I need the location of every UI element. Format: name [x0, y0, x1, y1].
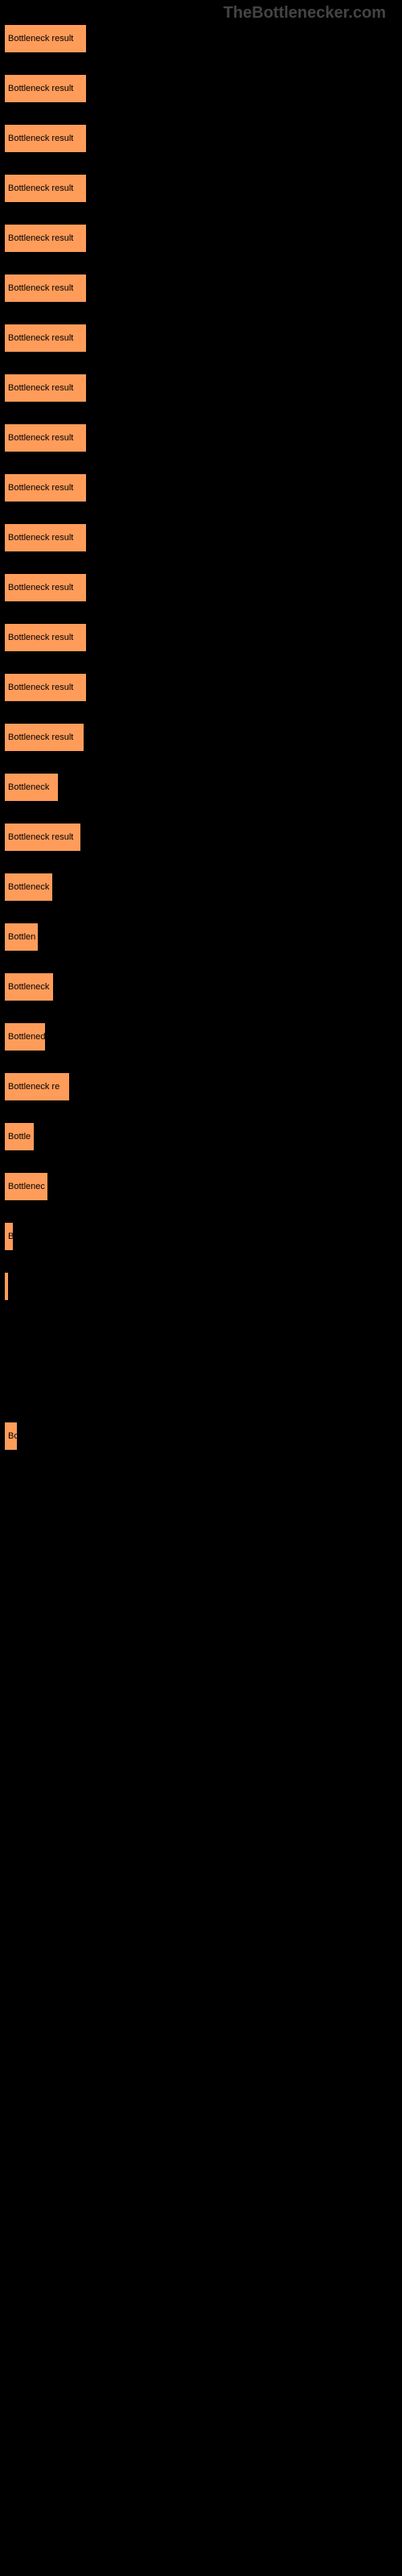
bar-row: Bottleneck result — [4, 224, 402, 253]
bar-row: Bottleneck result — [4, 274, 402, 303]
bar-row: Bottlened — [4, 1022, 402, 1051]
bar-label: Bottleneck result — [8, 383, 73, 393]
bar: Bottleneck result — [4, 523, 87, 552]
bar-label: Bottleneck — [8, 782, 49, 792]
bar: Bottleneck result — [4, 573, 87, 602]
bar-row: Bottleneck result — [4, 174, 402, 203]
bar-row: Bottle — [4, 1122, 402, 1151]
watermark-text: TheBottlenecker.com — [224, 4, 386, 23]
bar-row: Bottleneck re — [4, 1072, 402, 1101]
bar-row: Bottleneck result — [4, 473, 402, 502]
bar: Bottlen — [4, 923, 39, 952]
bar-label: Bottleneck result — [8, 433, 73, 443]
bar: Bottleneck — [4, 873, 53, 902]
bar-label: Bottleneck result — [8, 483, 73, 493]
bar-label: Bottlenec — [8, 1182, 45, 1191]
bar: Bottleneck result — [4, 423, 87, 452]
bar-label: Bottleneck result — [8, 633, 73, 642]
bar: Bottleneck — [4, 773, 59, 802]
bar-label: Bottleneck result — [8, 184, 73, 193]
bar: Bottleneck result — [4, 374, 87, 402]
bar-row — [4, 1322, 402, 1351]
bar-row: Bottleneck result — [4, 823, 402, 852]
bar — [4, 1272, 9, 1301]
bar-row: Bottleneck result — [4, 623, 402, 652]
bar-row: B — [4, 1222, 402, 1251]
bar-row: Bottleneck result — [4, 324, 402, 353]
bar: Bottleneck result — [4, 224, 87, 253]
bar-label: Bottleneck result — [8, 733, 73, 742]
bar-label: Bottleneck result — [8, 333, 73, 343]
bar: Bottleneck result — [4, 823, 81, 852]
bar-row: Bottleneck result — [4, 124, 402, 153]
bar-row: Bottleneck result — [4, 723, 402, 752]
bar-row: Bottleneck — [4, 773, 402, 802]
bar: Bottlenec — [4, 1172, 48, 1201]
bar: B — [4, 1222, 14, 1251]
bar-label: Bottleneck result — [8, 134, 73, 143]
bar-label: B — [8, 1232, 14, 1241]
bar: Bottleneck result — [4, 274, 87, 303]
bar-chart: Bottleneck result Bottleneck result Bottle… — [0, 0, 402, 1451]
bar-label: Bottleneck result — [8, 583, 73, 592]
bar-label: Bottle — [8, 1132, 31, 1141]
bar-label: Bottleneck result — [8, 84, 73, 93]
bar-label: Bottleneck re — [8, 1082, 59, 1092]
bar-row: Bo — [4, 1422, 402, 1451]
bar: Bottleneck re — [4, 1072, 70, 1101]
bar-row — [4, 1272, 402, 1301]
bar: Bottleneck result — [4, 324, 87, 353]
bar-row: Bottleneck result — [4, 573, 402, 602]
bar-row: Bottleneck result — [4, 374, 402, 402]
bar-row: Bottleneck result — [4, 24, 402, 53]
bar: Bottleneck result — [4, 174, 87, 203]
bar-row — [4, 1372, 402, 1401]
bar: Bottle — [4, 1122, 35, 1151]
bar-label: Bottleneck result — [8, 683, 73, 692]
bar-row: Bottleneck result — [4, 74, 402, 103]
bar-label: Bottlen — [8, 932, 35, 942]
bar-row: Bottleneck result — [4, 423, 402, 452]
bar: Bottleneck result — [4, 673, 87, 702]
bar: Bo — [4, 1422, 18, 1451]
bar: Bottleneck result — [4, 473, 87, 502]
bar: Bottleneck result — [4, 623, 87, 652]
bar-label: Bottleneck result — [8, 533, 73, 543]
bar-row: Bottleneck result — [4, 523, 402, 552]
bar: Bottleneck — [4, 972, 54, 1001]
bar-row: Bottleneck result — [4, 673, 402, 702]
bar-label: Bottleneck result — [8, 34, 73, 43]
bar-row: Bottleneck — [4, 873, 402, 902]
bar: Bottleneck result — [4, 723, 84, 752]
bar-row: Bottlen — [4, 923, 402, 952]
bar-row: Bottleneck — [4, 972, 402, 1001]
bar-label: Bottleneck result — [8, 283, 73, 293]
bar-label: Bottlened — [8, 1032, 45, 1042]
bar-label: Bottleneck result — [8, 832, 73, 842]
bar-row: Bottlenec — [4, 1172, 402, 1201]
bar: Bottlened — [4, 1022, 46, 1051]
bar-label: Bottleneck — [8, 982, 49, 992]
bar: Bottleneck result — [4, 24, 87, 53]
bar: Bottleneck result — [4, 74, 87, 103]
bar-label: Bottleneck — [8, 882, 49, 892]
bar-label: Bottleneck result — [8, 233, 73, 243]
bar: Bottleneck result — [4, 124, 87, 153]
bar-label: Bo — [8, 1431, 18, 1441]
